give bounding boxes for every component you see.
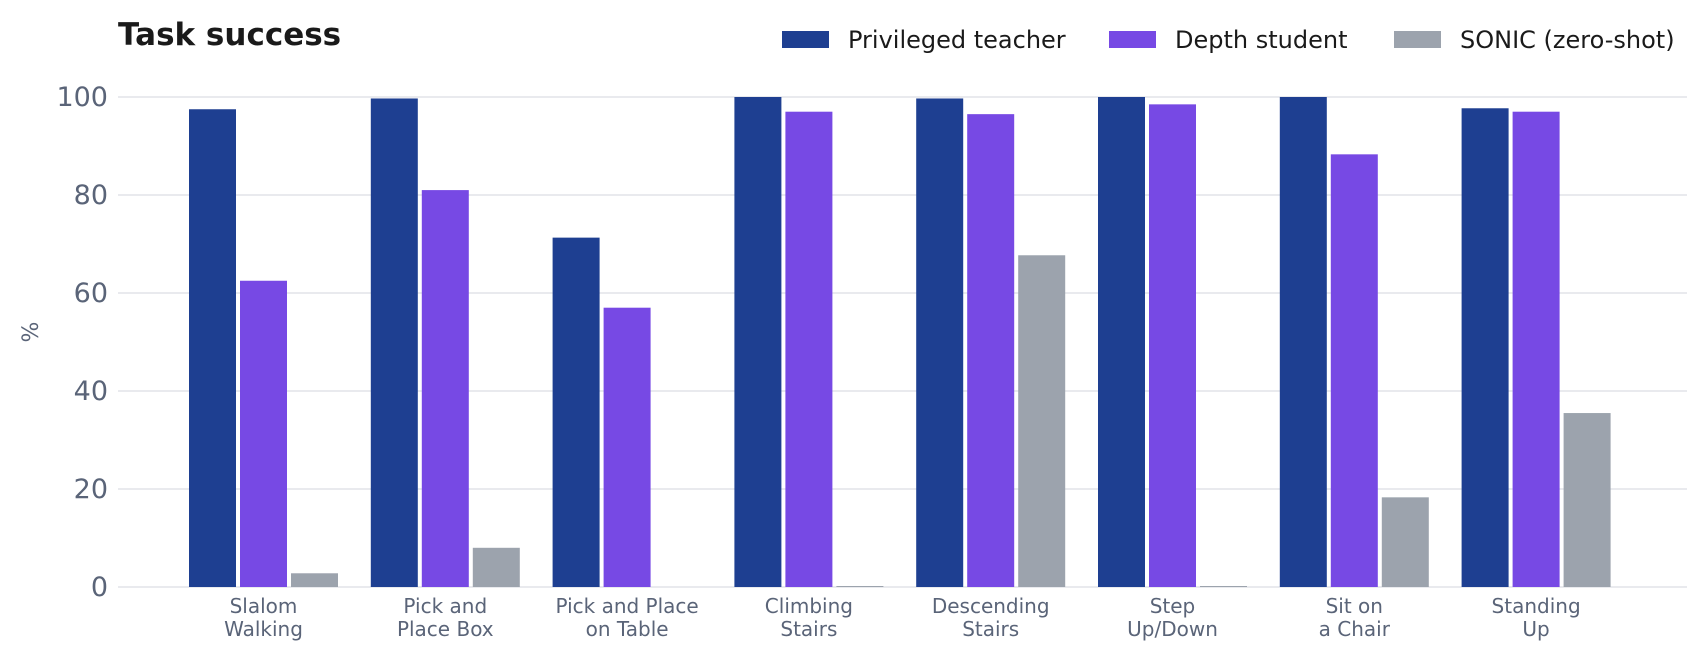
y-axis-label: % [19,322,44,343]
x-tick-label: Descending [932,594,1050,618]
bar [1279,97,1327,587]
y-tick-label: 80 [74,180,108,211]
bar [916,98,964,587]
x-tick-label: a Chair [1319,617,1391,641]
bar [1200,586,1247,587]
bars [189,97,1611,588]
x-tick-label: Pick and Place [555,594,698,618]
bar [603,307,651,587]
y-tick-label: 0 [91,572,108,603]
bar [1098,97,1145,587]
y-tick-label: 60 [74,278,108,309]
bar [1149,104,1196,587]
x-tick-label: Stairs [962,617,1019,641]
bar [1018,255,1066,587]
x-tick-label: Sit on [1326,594,1383,618]
legend: Privileged teacher Depth student SONIC (ze… [782,26,1675,54]
x-tick-label: on Table [586,617,669,641]
y-axis-ticks: 0 20 40 60 80 100 [56,82,108,603]
x-tick-label: Standing [1492,594,1581,618]
y-tick-label: 20 [74,474,108,505]
bar [1512,111,1560,587]
x-tick-label: Up/Down [1127,617,1218,641]
legend-label: SONIC (zero-shot) [1460,26,1675,54]
bar [240,280,287,587]
bar [370,98,418,587]
bar [291,573,338,587]
chart-title: Task success [118,17,341,53]
bar [552,237,600,587]
x-tick-label: Climbing [765,594,853,618]
y-tick-label: 100 [56,82,108,113]
gridlines [118,96,1687,588]
x-tick-label: Slalom [230,594,298,618]
bar [734,97,782,587]
bar [472,547,520,587]
bar [1330,154,1378,587]
y-tick-label: 40 [74,376,108,407]
bar [967,114,1015,588]
x-tick-label: Up [1522,617,1549,641]
bar [785,111,833,587]
legend-label: Depth student [1175,26,1347,54]
bar [189,109,236,587]
bar [421,190,469,587]
legend-swatch [1394,31,1441,48]
bar [1461,108,1509,588]
bar [1381,497,1429,587]
legend-swatch [782,31,829,48]
x-tick-label: Place Box [397,617,494,641]
bar [1563,413,1611,587]
x-tick-label: Stairs [780,617,837,641]
legend-swatch [1109,31,1156,48]
bar [836,586,884,587]
legend-label: Privileged teacher [848,26,1066,54]
x-tick-label: Step [1150,594,1196,618]
x-tick-label: Pick and [403,594,487,618]
x-tick-label: Walking [224,617,303,641]
